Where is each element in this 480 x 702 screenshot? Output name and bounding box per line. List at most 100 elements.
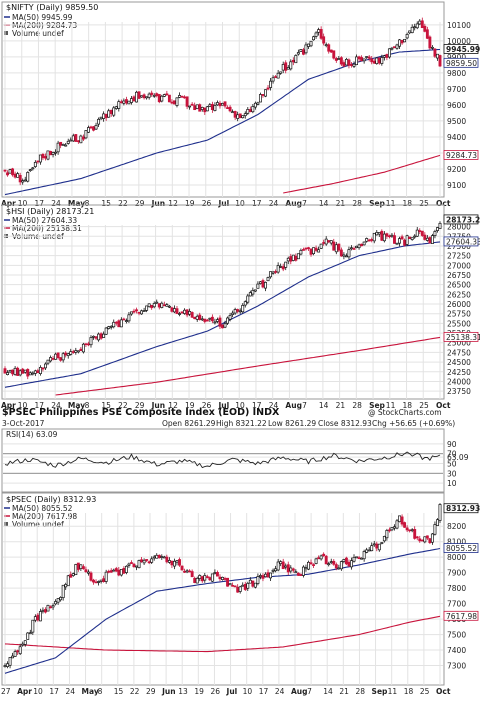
nifty-x-tick: Aug [285, 199, 302, 208]
hsi-candle-body [365, 238, 369, 242]
psec-candle-body [104, 571, 108, 582]
hsi-x-tick: 25 [419, 401, 429, 410]
psec-y-tick: 8200 [447, 522, 466, 531]
nifty-price-tag: 9945.99 [446, 45, 480, 54]
psec-candle-body [46, 604, 50, 612]
hsi-y-tick: 24000 [447, 377, 471, 386]
nifty-ma50-legend: MA(50) 9945.99 [12, 13, 73, 22]
psec-price-tag-box [443, 543, 479, 553]
hsi-candle-body [28, 372, 32, 376]
hsi-candle-body [36, 370, 40, 374]
psec-candle-body [387, 529, 391, 532]
hsi-candle-body [140, 310, 144, 315]
nifty-candle-body [33, 161, 37, 167]
psec-candle-body [137, 560, 141, 569]
nifty-candle-body [281, 64, 285, 71]
nifty-candle-body [150, 92, 154, 95]
psec-candle-body [377, 543, 381, 551]
hsi-x-tick: Apr [1, 401, 16, 410]
hsi-candle-body [332, 241, 336, 251]
hsi-candle-body [205, 319, 209, 322]
psec-candle-body [251, 580, 255, 587]
hsi-candle-body [347, 249, 351, 258]
psec-candle-body [218, 576, 222, 580]
psec-candle-body [367, 549, 371, 552]
nifty-candle-body [183, 96, 187, 99]
psec-candle-body [3, 665, 7, 668]
psec-candle-body [130, 562, 133, 564]
psec-price-tag-box [443, 503, 479, 514]
hsi-candle-body [236, 309, 240, 312]
psec-candle-body [41, 609, 45, 612]
psec-candle-body [56, 598, 60, 603]
nifty-candle-body [423, 25, 427, 32]
hsi-candle-body [436, 227, 439, 231]
psec-x-tick: 26 [210, 687, 220, 696]
hsi-candle-body [362, 241, 366, 246]
hsi-candle-body [102, 333, 106, 338]
rsi-line [4, 451, 441, 469]
rsi-y-tick: 30 [447, 469, 457, 478]
nifty-candle-body [269, 80, 273, 88]
hsi-x-tick: 11 [386, 401, 396, 410]
psec-x-tick: 24 [275, 687, 285, 696]
nifty-candle-body [140, 95, 144, 98]
nifty-y-tick: 9600 [447, 101, 466, 110]
psec-candle-body [337, 567, 341, 570]
psec-candle-body [390, 527, 394, 531]
psec-candle-body [253, 582, 257, 588]
hsi-candle-body [350, 247, 353, 250]
hsi-x-tick: 10 [235, 401, 245, 410]
psec-candle-body [408, 529, 412, 532]
psec-panel-title: $PSEC (Daily) 8312.93 [6, 495, 96, 504]
psec-candle-body [238, 586, 242, 592]
hsi-x-tick: Jul [218, 401, 230, 410]
psec-candle-body [362, 551, 366, 560]
hsi-candle-body [175, 308, 179, 314]
nifty-candle-body [223, 101, 227, 107]
nifty-candle-body [387, 48, 391, 58]
hsi-candle-body [233, 309, 237, 314]
hsi-candle-body [276, 265, 280, 273]
hsi-candle-body [387, 235, 391, 238]
hsi-candle-body [198, 314, 202, 320]
nifty-candle-body [49, 150, 52, 156]
hsi-x-tick: 19 [185, 401, 195, 410]
psec-candle-body [190, 571, 194, 578]
hsi-candle-body [124, 320, 128, 322]
psec-candle-body [185, 570, 189, 573]
hsi-candle-body [160, 302, 164, 308]
psec-candle-body [147, 561, 151, 564]
psec-candle-body [223, 578, 227, 580]
hsi-candle-body [18, 370, 22, 376]
psec-candle-body [142, 559, 146, 564]
hsi-ma200-legend: MA(200) 25138.31 [12, 224, 82, 233]
nifty-candle-body [403, 38, 407, 43]
nifty-y-tick: 10000 [447, 37, 471, 46]
hsi-candle-body [337, 243, 341, 251]
psec-candle-body [286, 564, 290, 573]
rsi-y-tick: 90 [447, 440, 457, 449]
nifty-candle-body [238, 113, 242, 119]
hsi-candle-body [372, 232, 376, 242]
psec-candle-body [26, 632, 30, 640]
psec-candle-body [261, 575, 265, 579]
nifty-candle-body [135, 91, 138, 103]
nifty-candle-body [11, 168, 15, 176]
hsi-y-tick: 25000 [447, 339, 471, 348]
nifty-candle-body [147, 93, 151, 98]
nifty-candle-body [271, 77, 275, 82]
psec-candle-body [178, 559, 181, 566]
hsi-candle-body [132, 310, 136, 313]
psec-candle-body [49, 606, 52, 609]
hsi-candle-body [172, 308, 176, 313]
psec-candle-body [347, 561, 351, 567]
nifty-candle-body [334, 58, 338, 61]
nifty-x-tick: 15 [101, 199, 111, 208]
hsi-candle-body [342, 254, 346, 257]
hsi-candle-body [339, 249, 343, 257]
hsi-ma50-line [4, 241, 441, 388]
nifty-candle-body [264, 89, 267, 97]
nifty-candle-body [362, 58, 366, 62]
psec-price-tag: 7617.98 [446, 612, 477, 621]
